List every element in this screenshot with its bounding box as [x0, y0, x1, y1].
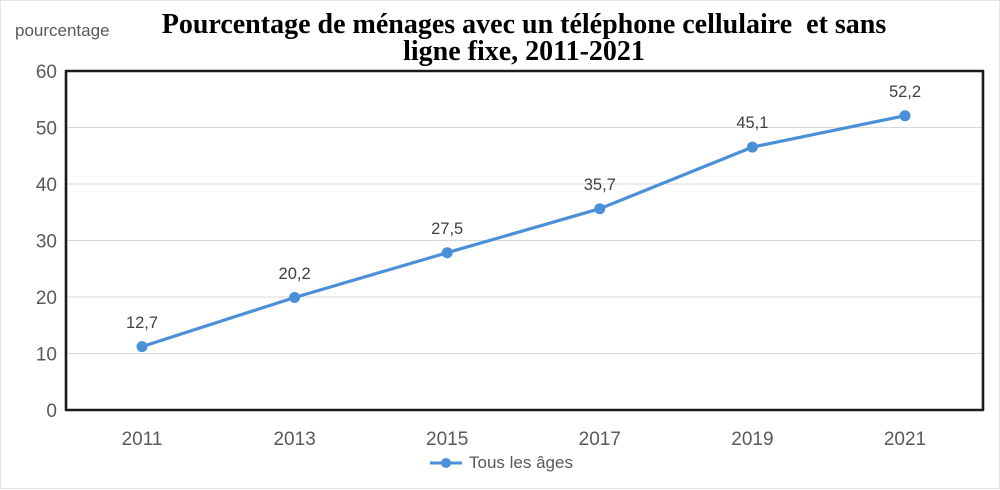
- svg-text:30: 30: [36, 232, 57, 253]
- svg-text:40: 40: [36, 175, 57, 196]
- svg-text:2019: 2019: [731, 429, 773, 450]
- svg-text:52,2: 52,2: [889, 83, 921, 101]
- svg-text:0: 0: [46, 401, 57, 422]
- svg-text:60: 60: [36, 62, 57, 83]
- svg-text:20: 20: [36, 288, 57, 309]
- svg-text:2013: 2013: [273, 429, 315, 450]
- svg-text:2011: 2011: [122, 429, 163, 450]
- svg-text:2017: 2017: [579, 429, 621, 450]
- svg-text:2015: 2015: [426, 429, 468, 450]
- svg-text:2021: 2021: [884, 429, 926, 450]
- svg-text:10: 10: [36, 345, 57, 366]
- svg-text:50: 50: [36, 119, 57, 140]
- svg-text:12,7: 12,7: [126, 314, 158, 332]
- svg-text:35,7: 35,7: [584, 176, 616, 194]
- svg-text:20,2: 20,2: [279, 265, 311, 283]
- svg-text:27,5: 27,5: [431, 220, 463, 238]
- svg-text:45,1: 45,1: [736, 114, 768, 132]
